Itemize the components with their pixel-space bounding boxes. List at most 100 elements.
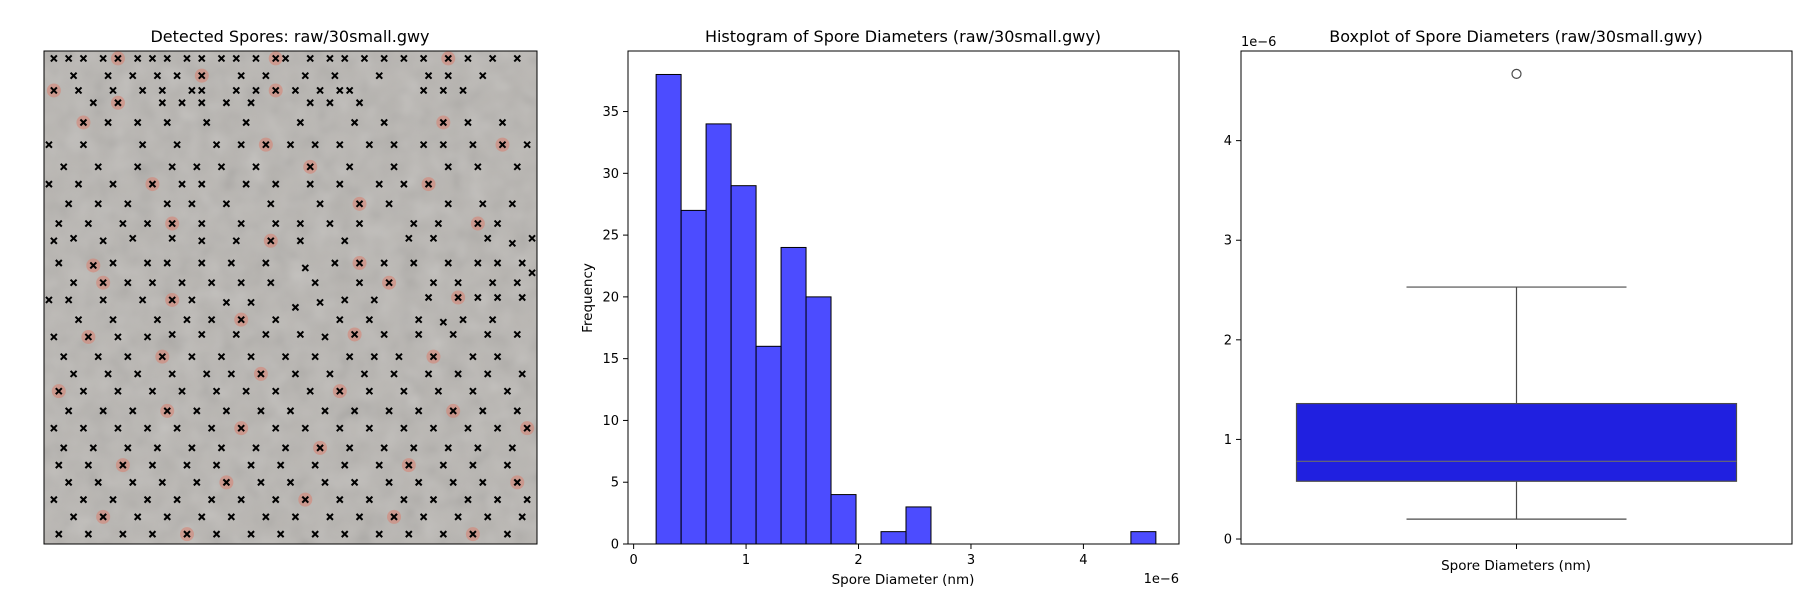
spore-marker [198, 99, 206, 107]
spore-marker [237, 424, 245, 432]
spore-marker [55, 530, 63, 538]
spore-marker [84, 333, 93, 341]
spore-marker [469, 387, 477, 395]
spore-marker [138, 86, 147, 95]
spore-marker [232, 86, 240, 95]
boxplot-x-label: Spore Diameters (nm) [1441, 558, 1591, 574]
spore-marker [380, 444, 388, 452]
spore-marker [365, 387, 374, 395]
spore-marker [449, 407, 457, 415]
spore-marker [94, 352, 102, 361]
spore-marker [79, 140, 88, 149]
spore-marker [410, 219, 418, 228]
spore-marker [355, 200, 364, 208]
spore-marker [365, 495, 374, 504]
spore-marker [341, 530, 349, 538]
spore-marker [217, 54, 226, 63]
spore-marker [390, 370, 398, 378]
spore-marker [316, 86, 324, 95]
spore-marker [385, 200, 393, 208]
spore-marker [237, 140, 245, 149]
spore-marker [178, 279, 186, 287]
image-frame [43, 50, 538, 545]
spore-marker [488, 315, 497, 324]
spore-marker [306, 99, 314, 107]
spore-marker [262, 513, 270, 521]
spore-marker [272, 495, 280, 504]
spore-marker [469, 461, 477, 469]
spore-marker [523, 424, 531, 432]
spore-marker [222, 200, 231, 208]
spore-marker [198, 237, 206, 245]
spore-marker [528, 269, 536, 277]
spore-marker [449, 330, 457, 339]
spore-marker [69, 71, 78, 80]
spore-marker [99, 407, 107, 415]
boxplot-y-tick-label: 0 [1224, 533, 1232, 548]
spore-marker [267, 279, 275, 287]
spore-marker [439, 140, 448, 149]
spore-marker [168, 330, 176, 339]
spore-marker [326, 370, 334, 378]
spore-marker [109, 315, 117, 324]
spore-marker [370, 296, 379, 304]
spore-marker [252, 54, 260, 63]
spore-marker [336, 180, 344, 188]
spore-marker [380, 118, 388, 127]
spore-marker [493, 495, 502, 504]
spore-marker [178, 99, 186, 107]
spore-marker [474, 444, 482, 452]
spore-marker [247, 352, 255, 361]
spore-marker [133, 118, 142, 127]
spore-marker [262, 330, 270, 339]
spore-marker [217, 444, 226, 452]
spore-marker [178, 180, 186, 188]
spore-marker [272, 86, 280, 95]
spore-marker [276, 461, 285, 469]
spore-marker [429, 234, 438, 243]
histogram-bar [830, 494, 857, 545]
spore-marker [257, 407, 265, 415]
histogram-x-tick-label: 4 [1079, 553, 1087, 568]
spore-marker [227, 370, 236, 378]
spore-marker [410, 259, 418, 267]
spore-marker [79, 495, 88, 504]
spore-marker [252, 163, 260, 171]
spore-marker [69, 370, 78, 378]
spore-marker [286, 407, 295, 415]
histogram-bar [780, 246, 807, 545]
spore-marker [178, 387, 186, 395]
spore-marker [173, 424, 181, 432]
spore-marker [508, 239, 517, 247]
spore-marker [518, 370, 526, 378]
spore-marker [183, 54, 191, 63]
spore-marker [193, 163, 201, 171]
spore-marker [331, 259, 339, 267]
spore-marker [281, 54, 290, 63]
spore-marker [390, 140, 398, 149]
spore-marker [493, 352, 502, 361]
spore-marker [69, 234, 78, 243]
histogram-bar [1130, 531, 1157, 545]
spore-marker [64, 54, 73, 63]
spore-marker [74, 86, 83, 95]
spore-marker [272, 54, 280, 63]
spore-marker [341, 54, 349, 63]
spore-marker [198, 330, 206, 339]
histogram-x-tick-label: 2 [854, 553, 862, 568]
spore-marker [395, 352, 403, 361]
spore-marker [198, 259, 206, 267]
spore-marker [45, 180, 53, 188]
spore-marker [429, 424, 438, 432]
spore-marker [99, 237, 107, 245]
spore-marker [528, 234, 536, 243]
spore-marker [469, 140, 477, 149]
spore-marker [217, 163, 226, 171]
spore-marker [281, 352, 290, 361]
spore-marker [163, 513, 171, 521]
histogram-y-tick-label: 5 [611, 476, 619, 491]
histogram-x-tick-label: 3 [967, 553, 975, 568]
histogram-bar [880, 531, 907, 545]
spore-marker [469, 352, 477, 361]
